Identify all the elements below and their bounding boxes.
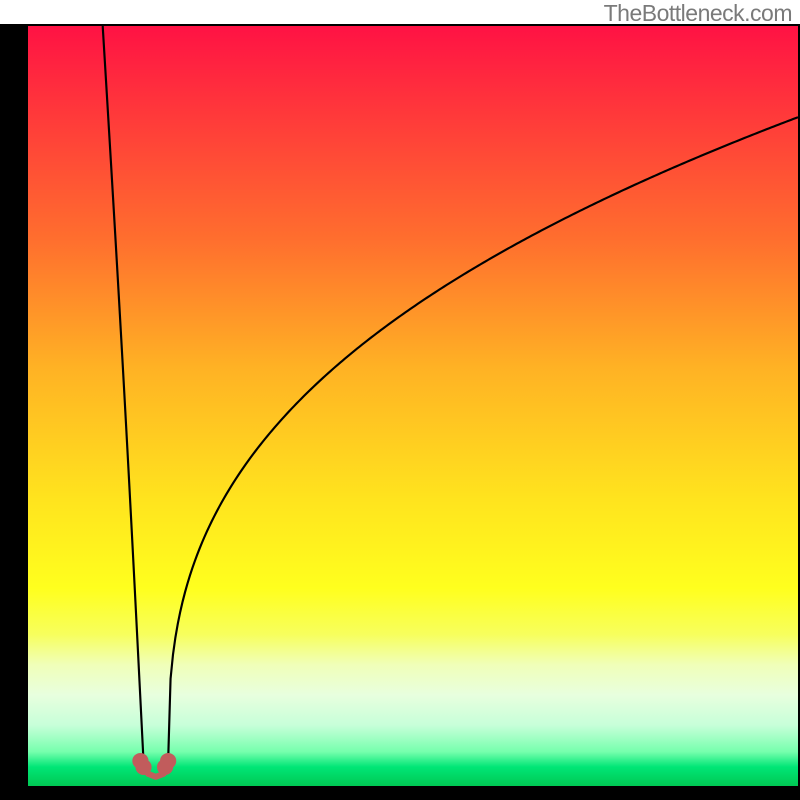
marked-point-3 <box>157 759 173 775</box>
chart-container: TheBottleneck.com <box>0 0 800 800</box>
marked-point-1 <box>135 759 151 775</box>
frame-border-bottom <box>0 786 800 800</box>
chart-background <box>28 26 798 786</box>
plot-area <box>28 26 798 786</box>
bottleneck-chart-svg <box>28 26 798 786</box>
watermark-text: TheBottleneck.com <box>604 0 792 27</box>
frame-border-left <box>0 24 28 786</box>
